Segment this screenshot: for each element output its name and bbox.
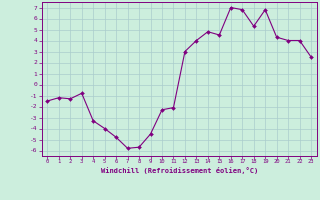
X-axis label: Windchill (Refroidissement éolien,°C): Windchill (Refroidissement éolien,°C): [100, 167, 258, 174]
